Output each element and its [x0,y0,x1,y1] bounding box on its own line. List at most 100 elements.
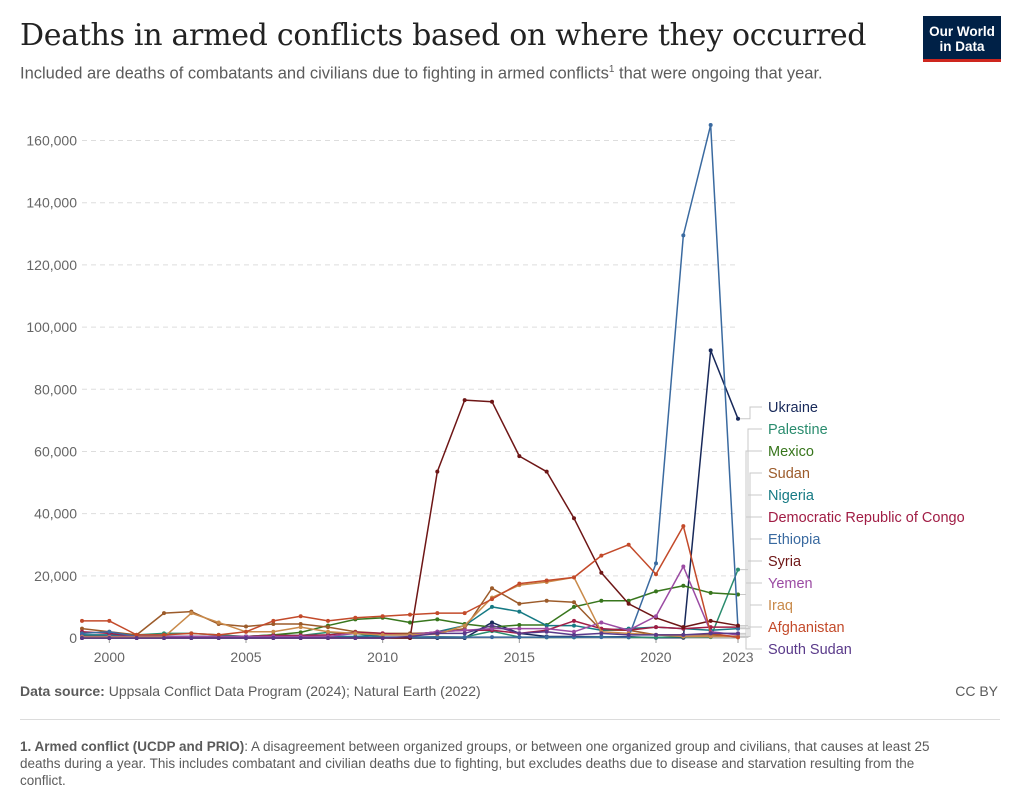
point-ethiopia-1999 [80,631,84,636]
point-mexico-2017 [572,604,576,609]
data-source: Data source: Uppsala Conflict Data Progr… [20,683,481,699]
leader-line-yemen [740,582,762,636]
series-line-ukraine [82,349,739,639]
leader-line-afghanistan [740,626,762,638]
point-sudan-2015 [517,601,522,606]
point-sudan-2005 [244,624,248,629]
point-ethiopia-2012 [435,635,440,640]
footnote-label: 1. Armed conflict (UCDP and PRIO) [20,739,245,754]
point-sudan-2008 [326,625,330,630]
subtitle-end: that were ongoing that year. [614,64,823,83]
point-sudan-2014 [490,586,494,591]
legend-label-south-sudan: South Sudan [768,642,852,658]
point-sudan-1999 [80,626,84,631]
x-axis: 2000 2005 2010 2015 2020 2023 [94,638,754,665]
leader-line-palestine [740,428,762,571]
point-south-sudan-2001 [134,636,139,640]
y-tick-label-40000: 40,000 [34,506,77,522]
point-afghanistan-2002 [162,632,166,637]
point-iraq-2009 [353,631,358,636]
point-south-sudan-2002 [162,636,166,640]
point-syria-2013 [462,398,467,403]
footnote-text: : A disagreement between organized group… [20,739,930,788]
license-link[interactable]: CC BY [955,683,998,699]
footer-divider [20,719,1000,720]
x-tick-label-2020: 2020 [640,649,671,665]
point-ethiopia-2022 [708,123,713,127]
owid-logo[interactable]: Our World in Data [923,16,1001,62]
point-ethiopia-2016 [544,635,549,640]
point-ethiopia-2000 [107,629,112,634]
point-afghanistan-2020 [654,572,658,577]
point-south-sudan-2016 [544,629,549,634]
series-sudan [80,586,740,639]
point-iraq-2022 [708,634,713,639]
point-south-sudan-2014 [490,623,494,628]
legend-label-yemen: Yemen [768,576,813,592]
y-tick-label-60000: 60,000 [34,443,77,459]
point-ethiopia-2018 [599,635,604,640]
y-axis: 0 20,000 40,000 60,000 80,000 100,000 120,000 1… [26,133,77,646]
point-south-sudan-2011 [408,634,412,639]
point-afghanistan-2001 [134,632,139,637]
point-ethiopia-2015 [517,635,522,640]
point-syria-2016 [544,469,549,474]
point-afghanistan-2004 [216,632,221,637]
legend-label-syria: Syria [768,554,802,570]
leader-line-ethiopia [740,538,762,630]
series-line-yemen [82,565,739,638]
point-iraq-2013 [462,623,467,628]
point-ukraine-2022 [708,348,713,353]
point-iraq-2008 [326,629,330,634]
legend-label-ethiopia: Ethiopia [768,532,821,548]
chart-subtitle: Included are deaths of combatants and ci… [20,64,823,84]
point-iraq-2010 [380,632,385,637]
legend-labels: Ukraine Palestine Mexico Sudan Nigeria Democr… [740,400,965,658]
point-afghanistan-2000 [107,618,112,623]
point-iraq-2003 [189,611,194,616]
point-syria-2021 [681,625,686,630]
chart-title: Deaths in armed conflicts based on where… [20,18,867,53]
point-ukraine-2014 [490,620,494,625]
point-south-sudan-2003 [189,636,194,640]
point-syria-2018 [599,570,604,575]
point-afghanistan-2021 [681,524,686,529]
point-sudan-2006 [271,622,276,627]
point-mexico-2021 [681,583,686,588]
point-nigeria-2017 [572,623,576,628]
point-mexico-2020 [654,589,658,594]
point-south-sudan-2015 [517,631,522,636]
point-palestine-2023 [736,567,740,572]
point-syria-2022 [708,618,713,623]
point-afghanistan-2007 [298,614,303,619]
leader-line-sudan [740,472,762,637]
point-ethiopia-2013 [462,635,467,640]
source-label: Data source: [20,683,105,699]
source-text[interactable]: Uppsala Conflict Data Program (2024); Na… [104,683,481,699]
point-afghanistan-2003 [189,631,194,636]
point-yemen-2019 [626,628,631,633]
leader-line-ukraine [740,406,762,420]
line-chart[interactable]: 0 20,000 40,000 60,000 80,000 100,000 120,000 1… [0,100,1020,670]
point-mexico-2012 [435,617,440,622]
point-south-sudan-2012 [435,631,440,636]
point-afghanistan-2012 [435,611,440,616]
point-mexico-2007 [298,630,303,635]
point-south-sudan-2007 [298,636,303,640]
point-iraq-2004 [216,620,221,625]
point-iraq-2006 [271,629,276,634]
logo-line-1: Our World [929,24,995,39]
point-south-sudan-2004 [216,636,221,640]
point-afghanistan-2016 [544,578,549,583]
point-south-sudan-2022 [708,631,713,636]
footnote-marker[interactable]: 1 [608,64,615,75]
legend-label-sudan: Sudan [768,466,810,482]
point-yemen-2020 [654,614,658,619]
legend-label-mexico: Mexico [768,444,814,460]
point-yemen-2021 [681,564,686,569]
point-afghanistan-2010 [380,614,385,619]
footnote: 1. Armed conflict (UCDP and PRIO): A dis… [20,738,960,789]
point-mexico-2018 [599,598,604,603]
series-south-sudan [80,623,740,640]
series-ethiopia [80,123,740,640]
